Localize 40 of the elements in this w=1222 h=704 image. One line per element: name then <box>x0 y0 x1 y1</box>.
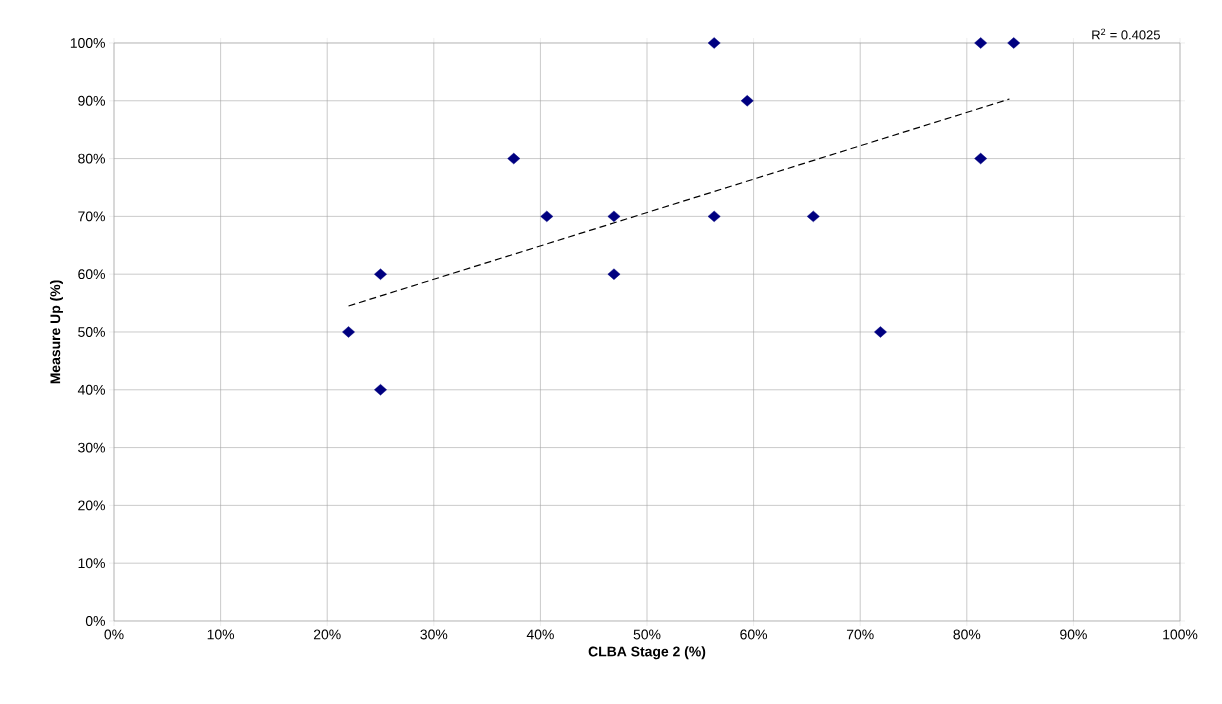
point <box>607 210 621 223</box>
point <box>607 268 621 280</box>
point <box>374 384 387 396</box>
y-tick-label: 90% <box>78 95 105 106</box>
y-tick-label: 70% <box>78 211 105 222</box>
x-tick-label: 100% <box>1163 629 1198 640</box>
y-tick-label: 50% <box>78 327 105 337</box>
x-tick-label: 80% <box>953 629 981 640</box>
point <box>1007 37 1021 49</box>
point <box>974 37 988 49</box>
point <box>740 95 754 107</box>
x-tick-label: 40% <box>526 629 554 640</box>
y-axis-title: Measure Up (%) <box>49 280 63 384</box>
x-axis-title: CLBA Stage 2 (%) <box>588 646 706 660</box>
y-tick-label: 20% <box>78 500 105 511</box>
x-tick-label: 90% <box>1060 629 1087 640</box>
point <box>874 326 887 338</box>
y-tick-label: 10% <box>78 558 105 569</box>
point <box>342 326 355 338</box>
point <box>707 210 721 223</box>
y-tick-label: 100% <box>70 38 105 48</box>
x-tick-label: 70% <box>846 629 874 640</box>
point <box>806 210 820 223</box>
y-tick-label: 40% <box>77 384 105 395</box>
point <box>974 152 988 165</box>
y-tick-label: 30% <box>78 442 105 453</box>
y-tick-label: 80% <box>78 153 105 164</box>
x-tick-label: 10% <box>207 629 235 640</box>
y-tick-label: 60% <box>78 269 105 280</box>
x-tick-label: 60% <box>740 629 768 640</box>
x-tick-label: 0% <box>104 629 124 640</box>
point <box>540 210 554 223</box>
point <box>507 152 521 165</box>
point <box>374 268 387 280</box>
x-tick-label: 30% <box>420 629 448 640</box>
text: R$^{2}$ = 0.4025 <box>1092 28 1160 40</box>
point <box>707 37 721 49</box>
x-tick-label: 20% <box>313 629 341 640</box>
x-tick-label: 50% <box>633 629 661 640</box>
y-tick-label: 0% <box>85 616 105 626</box>
